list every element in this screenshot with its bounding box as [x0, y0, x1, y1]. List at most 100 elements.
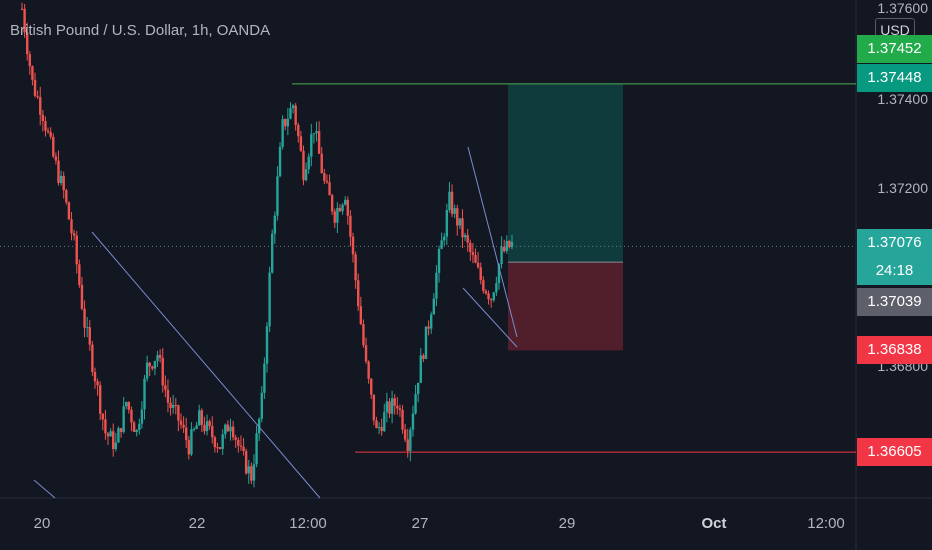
candle-body [390, 398, 394, 414]
candle-body [343, 199, 347, 205]
candle-body [185, 427, 188, 441]
candle-body [448, 191, 451, 211]
candle-body [502, 246, 506, 252]
candle-body [93, 371, 97, 382]
candle-body [385, 401, 389, 413]
candle-body [349, 215, 352, 237]
candle-body [182, 424, 185, 428]
candle-body [414, 394, 417, 414]
candle-body [109, 431, 112, 437]
candle-body [231, 426, 235, 438]
candle-body [484, 290, 488, 294]
candle-body [325, 180, 329, 183]
candle-body [453, 208, 456, 214]
candle-body [156, 355, 159, 361]
candle-body [299, 136, 303, 151]
x-tick-label: 22 [188, 515, 206, 532]
candle-body [52, 136, 55, 157]
candle-body [289, 108, 292, 119]
candle-body [495, 283, 498, 293]
candle-body [474, 255, 477, 263]
candle-body [41, 114, 45, 122]
candle-body [294, 105, 297, 125]
candle-body [265, 326, 269, 364]
candle-body [377, 427, 381, 429]
candle-body [234, 437, 237, 440]
candle-body [401, 409, 404, 430]
candle-body [161, 357, 164, 386]
candle-body [127, 402, 131, 410]
candle-body [119, 428, 123, 432]
candle-body [198, 410, 201, 426]
candle-body [132, 422, 136, 432]
candle-body [75, 235, 78, 265]
candle-body [388, 401, 391, 414]
x-tick-label: 12:00 [289, 515, 327, 532]
candle-body [406, 439, 409, 451]
x-tick-label: 29 [558, 515, 576, 532]
candle-body [158, 355, 162, 358]
candle-body [104, 419, 107, 434]
candle-body [101, 413, 104, 420]
candle-body [380, 427, 383, 432]
candle-body [117, 428, 120, 443]
candle-body [195, 425, 198, 429]
candle-body [70, 219, 73, 234]
candle-body [138, 423, 141, 431]
candle-body [57, 160, 60, 184]
candle-body [440, 240, 443, 249]
candle-body [125, 402, 128, 407]
candle-body [247, 466, 250, 474]
candle-body [482, 280, 485, 291]
candle-body [333, 211, 336, 223]
candle-body [244, 451, 248, 474]
candle-body [500, 246, 503, 265]
y-tick-label: 1.37600 [877, 0, 928, 16]
candle-body [237, 439, 240, 446]
candle-body [286, 118, 290, 127]
candle-body [430, 314, 433, 329]
candle-body [106, 433, 110, 437]
candle-body [492, 292, 495, 301]
candle-body [323, 173, 326, 181]
candle-body [114, 442, 118, 450]
candle-body [419, 355, 422, 383]
chart-title: British Pound / U.S. Dollar, 1h, OANDA [10, 22, 271, 39]
candle-body [437, 248, 441, 273]
candle-body [416, 382, 420, 395]
candle-body [26, 32, 29, 55]
candle-body [164, 385, 167, 390]
candle-body [192, 428, 196, 430]
candle-body [122, 406, 125, 432]
candle-body [33, 79, 37, 96]
candle-body [338, 207, 342, 212]
candle-body [424, 326, 428, 359]
candle-body [250, 466, 253, 481]
candle-body [471, 252, 475, 256]
candle-body [302, 150, 305, 181]
candle-body [357, 280, 360, 307]
price-tag-last: 1.37076 [857, 229, 932, 257]
candle-body [31, 66, 34, 80]
candle-body [458, 218, 462, 226]
price-tag-countdown: 24:18 [857, 257, 932, 285]
candle-body [463, 235, 467, 238]
candle-body [83, 308, 86, 328]
candle-body [88, 327, 91, 345]
candle-body [59, 175, 63, 184]
candle-body [445, 210, 449, 237]
x-tick-label: Oct [701, 515, 727, 532]
candle-body [23, 8, 26, 33]
candle-body [362, 324, 365, 346]
x-tick-label: 12:00 [807, 515, 845, 532]
trendline-fragment [33, 479, 56, 499]
trendline-descending [91, 231, 321, 499]
candle-body [372, 394, 376, 421]
candle-body [310, 134, 313, 157]
candle-body [226, 424, 230, 432]
candle-body [489, 299, 493, 301]
candle-body [260, 392, 263, 419]
candle-body [208, 421, 211, 426]
